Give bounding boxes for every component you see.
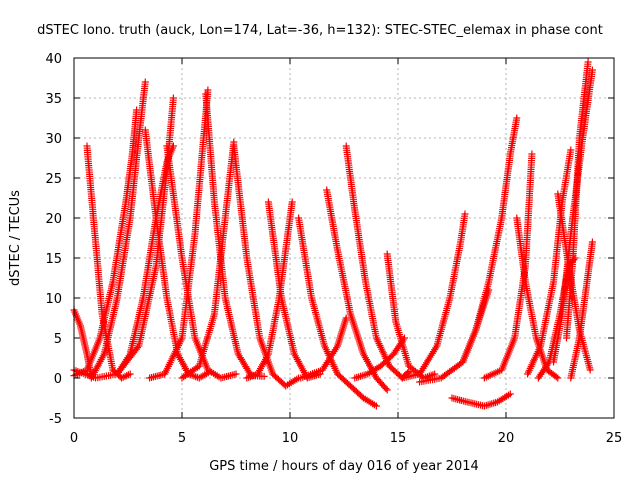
series-sat-11 [178, 138, 238, 382]
series-sat-12 [230, 142, 303, 390]
series-sat-20 [383, 250, 439, 382]
y-tick-label: 40 [45, 52, 62, 67]
data-points-sat-12 [230, 142, 303, 390]
data-points-sat-21 [398, 210, 469, 382]
x-tick-label: 25 [606, 431, 623, 446]
x-tick-label: 15 [390, 431, 407, 446]
series-sat-17 [342, 142, 413, 382]
data-points-sat-23 [448, 390, 514, 410]
plot-frame [73, 57, 615, 419]
series-sat-10 [202, 90, 268, 380]
y-tick-label: 35 [45, 92, 62, 107]
data-points-sat-11 [178, 138, 238, 382]
y-tick-label: 5 [54, 332, 62, 347]
x-tick-label: 10 [282, 431, 299, 446]
x-tick-label: 0 [70, 431, 78, 446]
data-points-sat-32 [567, 238, 596, 382]
data-points-sat-18 [297, 314, 350, 382]
data-points-sat-24 [459, 114, 521, 366]
y-tick-label: -5 [49, 412, 62, 427]
data-points-sat-07 [113, 142, 177, 378]
data-points-sat-10 [202, 90, 268, 380]
series-sat-07 [113, 142, 177, 378]
data-points-sat-17 [342, 142, 413, 382]
data-points-sat-14 [264, 198, 324, 382]
y-axis-label: dSTEC / TECUs [8, 190, 23, 286]
series-sat-32 [567, 238, 596, 382]
series-sat-18 [297, 314, 350, 382]
x-axis-label: GPS time / hours of day 016 of year 2014 [209, 459, 479, 474]
series-sat-14 [264, 198, 324, 382]
y-tick-label: 15 [45, 252, 62, 267]
y-tick-label: 0 [54, 372, 62, 387]
series-sat-24 [459, 114, 521, 366]
chart-title: dSTEC Iono. truth (auck, Lon=174, Lat=-3… [37, 23, 603, 38]
y-tick-label: 10 [45, 292, 62, 307]
series-sat-21 [398, 210, 469, 382]
series-sat-25 [480, 150, 536, 382]
series-sat-23 [448, 390, 514, 410]
data-points-sat-25 [480, 150, 536, 382]
data-series [70, 58, 596, 410]
x-tick-label: 5 [178, 431, 186, 446]
y-tick-label: 30 [45, 132, 62, 147]
x-tick-label: 20 [498, 431, 515, 446]
y-tick-label: 25 [45, 172, 62, 187]
axis-ticks: 0 5 10 15 20 25 -5 0 5 10 15 20 25 30 35 40 [45, 52, 622, 446]
data-points-sat-20 [383, 250, 439, 382]
y-tick-label: 20 [45, 212, 62, 227]
